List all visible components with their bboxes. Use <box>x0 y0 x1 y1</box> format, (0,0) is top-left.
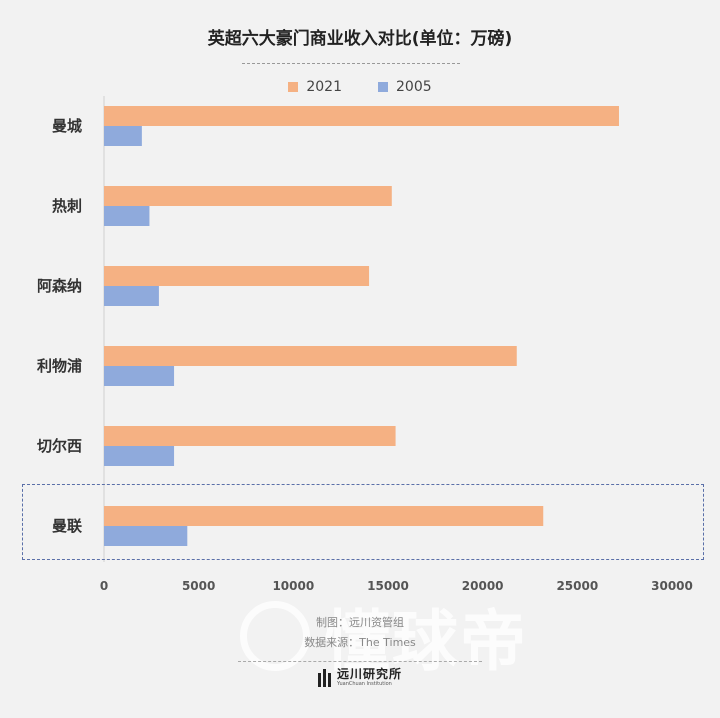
bar-2005 <box>104 206 150 226</box>
bar-2021 <box>104 266 370 286</box>
category-label: 阿森纳 <box>37 277 82 295</box>
x-tick-label: 25000 <box>556 579 598 593</box>
bar-2021 <box>104 106 619 126</box>
legend-item-2021: 2021 <box>288 79 342 95</box>
bar-2021 <box>104 186 392 206</box>
legend-swatch-2005 <box>378 82 388 92</box>
bar-2005 <box>104 526 188 546</box>
highlight-box <box>22 484 704 560</box>
x-tick-label: 0 <box>100 579 108 593</box>
category-label: 曼联 <box>52 517 83 535</box>
legend-label-2005: 2005 <box>396 79 432 95</box>
credit-maker: 制图：远川资管组 <box>316 616 404 629</box>
brand: 远川研究所 YuanChuan Institution <box>0 668 720 687</box>
brand-subtitle: YuanChuan Institution <box>336 681 392 687</box>
credit-divider <box>238 661 482 662</box>
x-tick-label: 5000 <box>182 579 215 593</box>
watermark: 懂球帝 <box>240 588 528 684</box>
x-tick-label: 10000 <box>272 579 314 593</box>
bar-2005 <box>104 126 142 146</box>
bar-2005 <box>104 366 175 386</box>
legend-swatch-2021 <box>288 82 299 92</box>
category-label: 曼城 <box>52 117 82 135</box>
chart-title: 英超六大豪门商业收入对比(单位：万磅) <box>207 29 513 49</box>
legend-label-2021: 2021 <box>306 79 342 95</box>
bar-2005 <box>104 286 159 306</box>
brand-name: 远川研究所 <box>336 667 402 681</box>
brand-text: 远川研究所 YuanChuan Institution <box>337 668 402 687</box>
bar-2021 <box>104 346 517 366</box>
x-tick-label: 15000 <box>367 579 409 593</box>
x-tick-label: 20000 <box>462 579 504 593</box>
bar-2021 <box>104 426 396 446</box>
bar-2021 <box>104 506 544 526</box>
bar-2005 <box>104 446 175 466</box>
credit-source: 数据来源：The Times <box>304 636 416 649</box>
x-tick-label: 30000 <box>651 579 693 593</box>
legend: 2021 2005 <box>0 79 720 95</box>
category-label: 利物浦 <box>37 357 82 375</box>
brand-logo-icon <box>317 668 331 687</box>
category-label: 热刺 <box>52 197 82 215</box>
watermark-ball-icon <box>240 601 310 671</box>
credits: 制图：远川资管组 数据来源：The Times <box>0 613 720 653</box>
category-label: 切尔西 <box>37 437 82 455</box>
watermark-text: 懂球帝 <box>324 603 528 680</box>
title-divider <box>242 63 460 64</box>
legend-item-2005: 2005 <box>378 79 432 95</box>
